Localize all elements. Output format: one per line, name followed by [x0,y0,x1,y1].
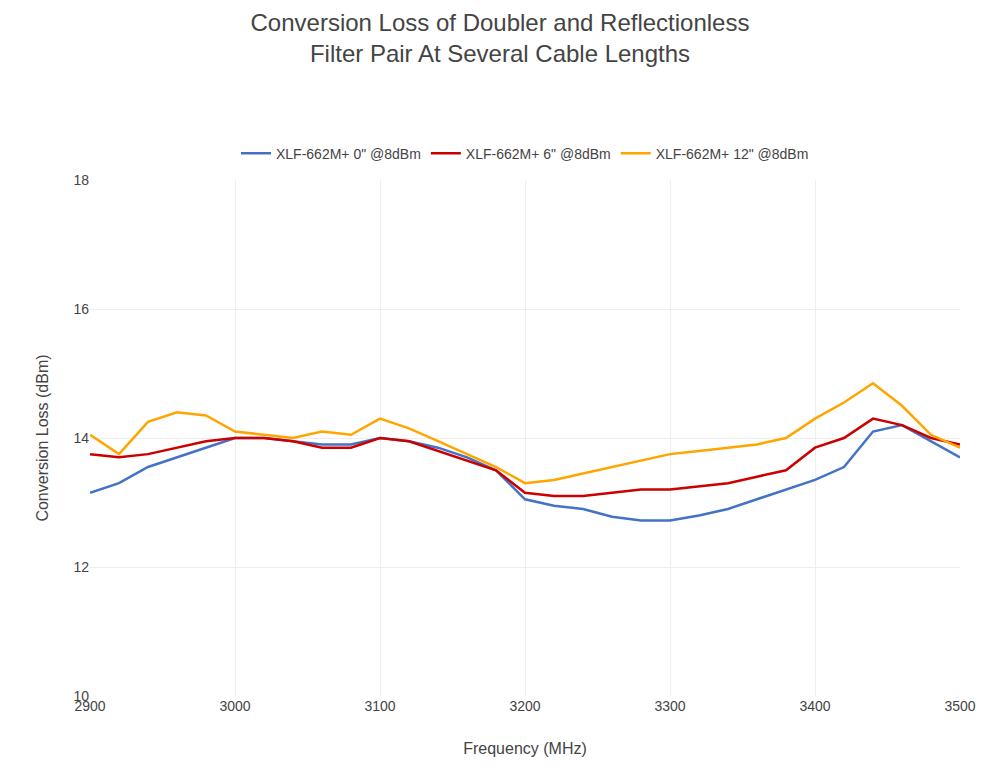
svg-text:XLF-662M+ 6" @8dBm: XLF-662M+ 6" @8dBm [466,146,611,162]
svg-text:XLF-662M+ 12" @8dBm: XLF-662M+ 12" @8dBm [656,146,809,162]
svg-text:3200: 3200 [509,698,540,714]
svg-text:Frequency (MHz): Frequency (MHz) [463,740,587,757]
svg-text:18: 18 [73,172,89,188]
svg-text:XLF-662M+ 0" @8dBm: XLF-662M+ 0" @8dBm [276,146,421,162]
svg-text:3400: 3400 [799,698,830,714]
svg-text:Conversion Loss of Doubler and: Conversion Loss of Doubler and Reflectio… [251,9,750,67]
svg-text:3500: 3500 [944,698,975,714]
svg-text:14: 14 [73,430,89,446]
svg-text:Conversion Loss (dBm): Conversion Loss (dBm) [34,354,51,521]
svg-text:12: 12 [73,559,89,575]
svg-text:16: 16 [73,301,89,317]
svg-text:3300: 3300 [654,698,685,714]
svg-text:10: 10 [73,688,89,704]
svg-text:2900: 2900 [74,698,105,714]
svg-text:3000: 3000 [219,698,250,714]
svg-text:3100: 3100 [364,698,395,714]
